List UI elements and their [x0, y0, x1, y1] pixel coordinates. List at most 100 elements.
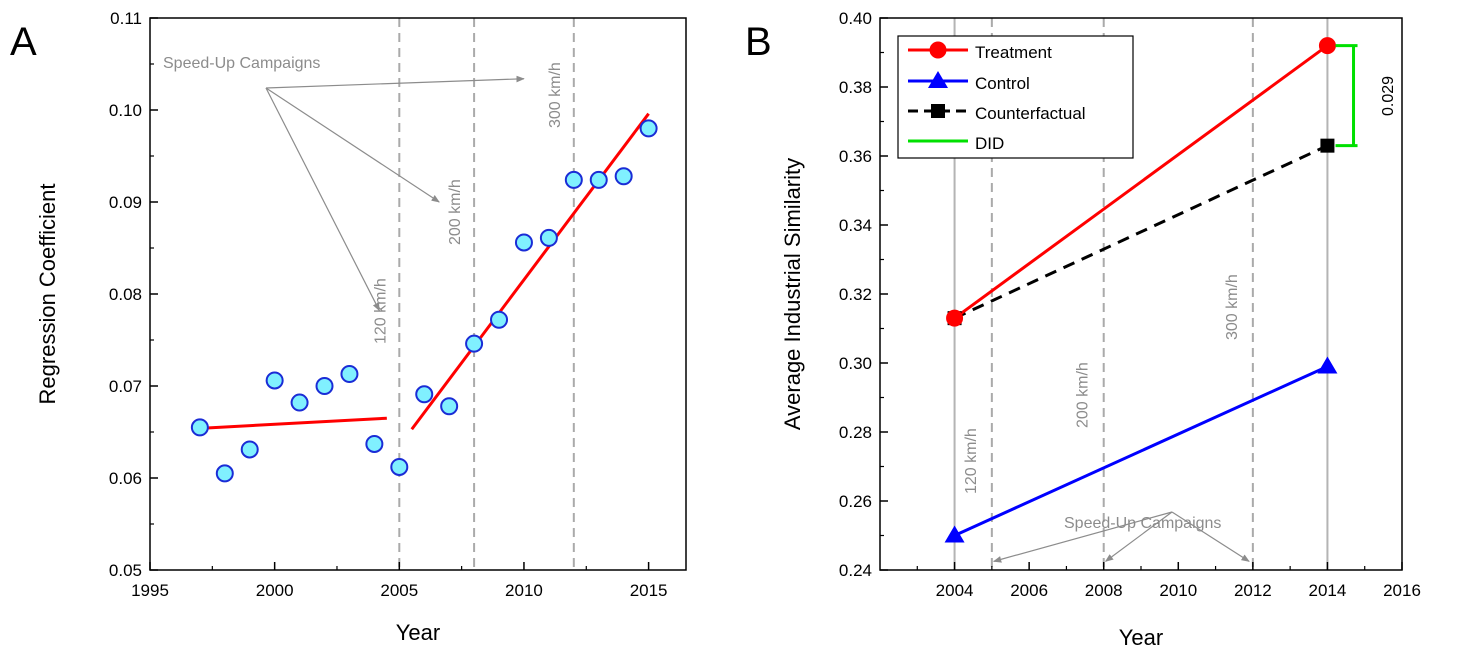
y-tick-label: 0.28 — [839, 423, 872, 442]
data-point — [589, 170, 608, 189]
panel-a-plot-frame — [149, 17, 687, 571]
x-tick-label: 2015 — [630, 581, 668, 600]
legend-label-treatment: Treatment — [975, 43, 1052, 62]
data-point — [365, 434, 384, 453]
event-line-label: 120 km/h — [963, 428, 980, 494]
annotation-arrow — [265, 87, 380, 312]
panel-b-x-axis-title: Year — [1119, 625, 1163, 650]
x-tick-label: 2012 — [1234, 581, 1272, 600]
data-point — [290, 393, 309, 412]
panel-b-series — [944, 37, 1338, 543]
event-line-label: 200 km/h — [1075, 362, 1092, 428]
data-point — [465, 334, 484, 353]
data-point — [614, 167, 633, 186]
annotation-arrow — [265, 75, 525, 89]
legend-label-counterfactual: Counterfactual — [975, 104, 1086, 123]
data-point — [340, 365, 359, 384]
event-line-label: 300 km/h — [547, 62, 564, 128]
data-point — [514, 233, 533, 252]
panel-a-annotation-text: Speed-Up Campaigns — [163, 55, 320, 72]
y-tick-label: 0.11 — [110, 9, 142, 28]
legend-label-control: Control — [975, 74, 1030, 93]
panel-b-legend: Treatment Control Counterfactual DID — [897, 35, 1134, 159]
y-tick-label: 0.30 — [839, 354, 872, 373]
panel-a-y-ticks: 0.05 0.06 0.07 0.08 0.09 0.10 0.11 — [109, 9, 158, 580]
x-tick-label: 2008 — [1085, 581, 1123, 600]
legend-marker-control — [928, 71, 948, 88]
panel-b-y-ticks: 0.24 0.26 0.28 0.30 0.32 0.34 0.36 0.38 0.40 — [839, 9, 888, 580]
legend-marker-counterfactual — [931, 104, 945, 118]
panel-a-speedup-annotation: Speed-Up Campaigns — [163, 55, 525, 312]
data-point — [240, 440, 259, 459]
panel-a-points — [190, 119, 658, 483]
data-point — [639, 119, 658, 138]
panel-b-letter: B — [745, 20, 772, 64]
event-line-label: 200 km/h — [447, 179, 464, 245]
panel-a-y-axis-title: Regression Coefficient — [35, 184, 60, 405]
panel-b-did-value: 0.029 — [1380, 76, 1397, 116]
data-point — [440, 397, 459, 416]
annotation-arrow — [1171, 511, 1250, 562]
y-tick-label: 0.24 — [839, 561, 872, 580]
annotation-arrow — [1104, 511, 1173, 562]
y-tick-label: 0.34 — [839, 216, 872, 235]
data-point — [190, 418, 209, 437]
series-line-counterfactual — [953, 144, 1329, 320]
x-tick-label: 2014 — [1309, 581, 1347, 600]
panel-a-fit-lines — [199, 112, 650, 431]
panel-b-did-bracket: 0.029 — [1335, 44, 1397, 148]
series-marker-treatment — [946, 309, 964, 327]
data-point — [315, 377, 334, 395]
data-point — [215, 464, 234, 483]
y-tick-label: 0.05 — [109, 561, 142, 580]
y-tick-label: 0.40 — [839, 9, 872, 28]
data-point — [415, 385, 434, 404]
panel-b-x-ticks: 2004 2006 2008 2010 2012 2014 2016 — [916, 562, 1421, 600]
panel-b-annotation-text: Speed-Up Campaigns — [1064, 515, 1221, 532]
annotation-arrow — [265, 87, 440, 203]
x-tick-label: 2010 — [505, 581, 543, 600]
y-tick-label: 0.07 — [109, 377, 142, 396]
y-tick-label: 0.06 — [109, 469, 142, 488]
x-tick-label: 2005 — [380, 581, 418, 600]
series-marker-treatment — [1318, 37, 1336, 55]
panel-a-x-axis-title: Year — [396, 620, 440, 645]
data-point — [564, 170, 583, 189]
panel-b-y-axis-title: Average Industrial Similarity — [780, 158, 805, 430]
panel-a-x-ticks: 1995 2000 2005 2010 2015 — [131, 562, 668, 600]
panel-a-letter: A — [10, 20, 37, 64]
x-tick-label: 2000 — [256, 581, 294, 600]
y-tick-label: 0.26 — [839, 492, 872, 511]
panel-a-event-lines — [398, 18, 575, 570]
panel-b-speedup-annotation: Speed-Up Campaigns — [992, 511, 1250, 563]
fit-line — [410, 112, 650, 431]
panel-b: B 120 km/h 200 km/h 300 km/h Speed-Up Camp… — [745, 9, 1421, 650]
y-tick-label: 0.38 — [839, 78, 872, 97]
panel-a: A 120 km/h 200 km/h 300 km/h Speed-Up Camp… — [10, 9, 687, 645]
x-tick-label: 2006 — [1010, 581, 1048, 600]
data-point — [390, 457, 409, 476]
x-tick-label: 2016 — [1383, 581, 1421, 600]
legend-label-did: DID — [975, 134, 1004, 153]
series-line-control — [953, 365, 1329, 537]
x-tick-label: 2004 — [936, 581, 974, 600]
y-tick-label: 0.08 — [109, 285, 142, 304]
panel-a-event-labels: 120 km/h 200 km/h 300 km/h — [372, 62, 564, 344]
panel-b-event-labels: 120 km/h 200 km/h 300 km/h — [963, 274, 1241, 494]
x-tick-label: 1995 — [131, 581, 169, 600]
y-tick-label: 0.09 — [109, 193, 142, 212]
series-marker-control — [944, 525, 965, 543]
x-tick-label: 2010 — [1159, 581, 1197, 600]
data-point — [490, 310, 509, 329]
data-point — [539, 228, 558, 247]
event-line-label: 300 km/h — [1224, 274, 1241, 340]
annotation-arrow — [992, 511, 1173, 563]
fit-line — [199, 416, 387, 430]
series-line-treatment — [953, 44, 1329, 320]
y-tick-label: 0.10 — [109, 101, 142, 120]
series-marker-counterfactual — [1320, 138, 1335, 153]
y-tick-label: 0.32 — [839, 285, 872, 304]
y-tick-label: 0.36 — [839, 147, 872, 166]
event-line-label: 120 km/h — [372, 278, 389, 344]
